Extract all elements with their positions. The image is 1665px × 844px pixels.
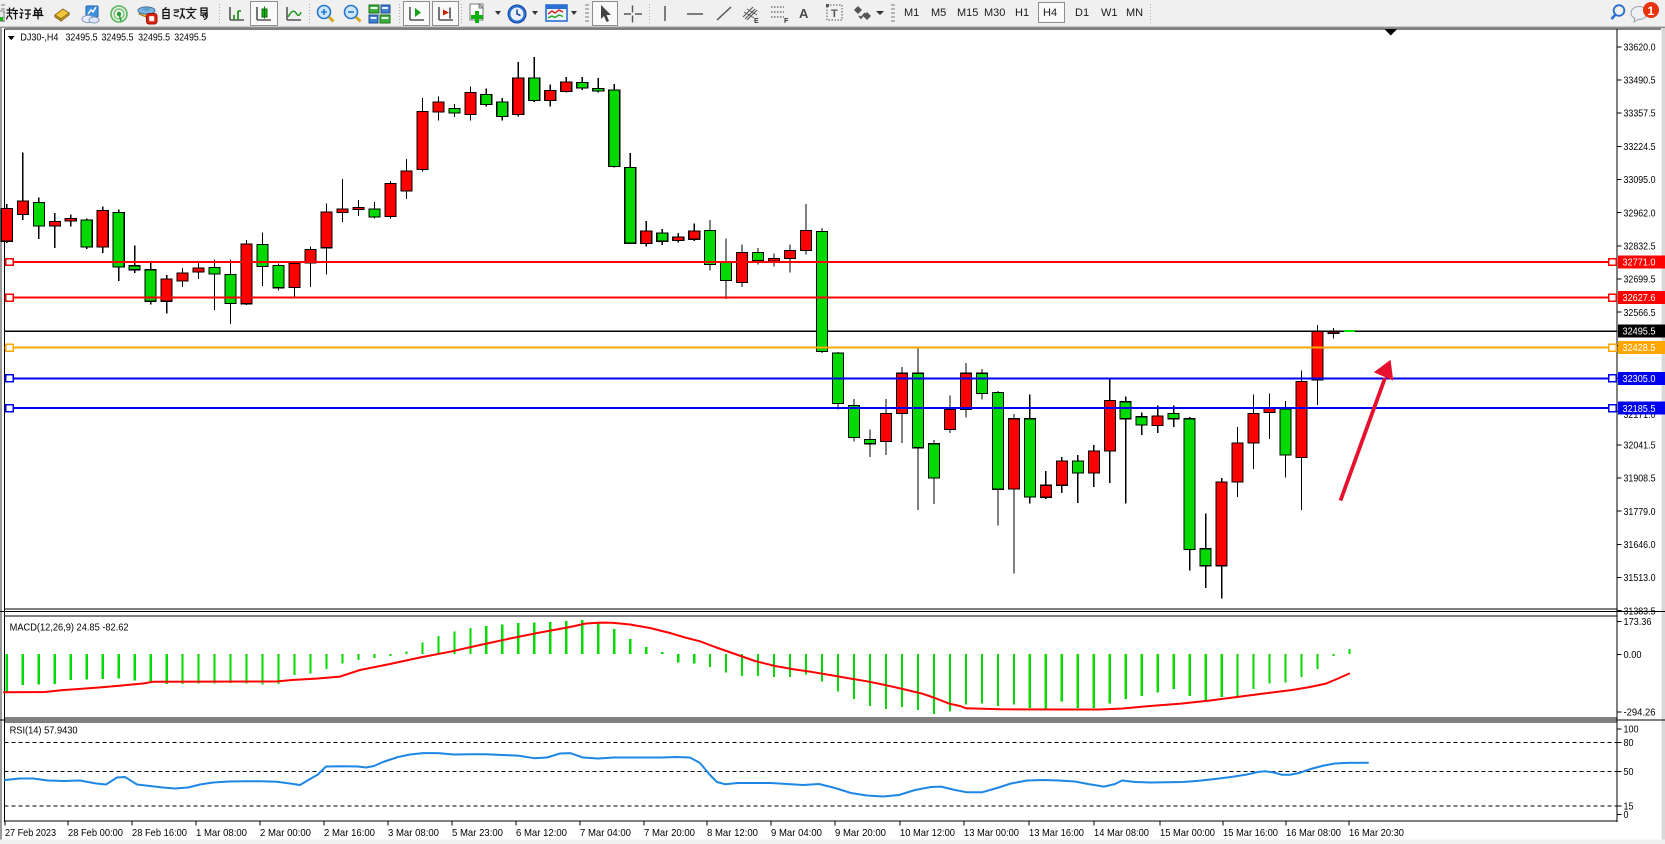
svg-text:33224.5: 33224.5 <box>1624 141 1656 153</box>
svg-text:32305.0: 32305.0 <box>1623 373 1656 385</box>
svg-text:7 Mar 20:00: 7 Mar 20:00 <box>644 827 695 839</box>
svg-text:32428.5: 32428.5 <box>1623 342 1656 354</box>
svg-text:32495.5: 32495.5 <box>102 32 134 44</box>
svg-text:RSI(14) 57.9430: RSI(14) 57.9430 <box>10 725 78 737</box>
svg-text:33490.5: 33490.5 <box>1624 75 1656 87</box>
svg-text:15: 15 <box>1624 801 1634 813</box>
svg-text:15 Mar 00:00: 15 Mar 00:00 <box>1160 827 1215 839</box>
svg-text:31779.0: 31779.0 <box>1624 506 1656 518</box>
svg-text:15 Mar 16:00: 15 Mar 16:00 <box>1223 827 1278 839</box>
svg-text:9 Mar 04:00: 9 Mar 04:00 <box>771 827 822 839</box>
svg-text:13 Mar 16:00: 13 Mar 16:00 <box>1029 827 1084 839</box>
svg-text:14 Mar 08:00: 14 Mar 08:00 <box>1094 827 1149 839</box>
svg-text:173.36: 173.36 <box>1624 616 1652 628</box>
svg-text:9 Mar 20:00: 9 Mar 20:00 <box>835 827 886 839</box>
svg-text:33095.0: 33095.0 <box>1624 174 1656 186</box>
svg-text:27 Feb 2023: 27 Feb 2023 <box>5 827 56 839</box>
svg-text:32495.5: 32495.5 <box>66 32 98 44</box>
svg-text:32185.5: 32185.5 <box>1623 403 1656 415</box>
svg-text:32699.5: 32699.5 <box>1624 274 1656 286</box>
svg-text:E: E <box>754 18 759 25</box>
svg-text:80: 80 <box>1624 737 1634 749</box>
svg-text:6 Mar 12:00: 6 Mar 12:00 <box>516 827 567 839</box>
svg-text:32041.5: 32041.5 <box>1624 439 1656 451</box>
svg-text:32566.5: 32566.5 <box>1624 307 1656 319</box>
svg-text:33357.5: 33357.5 <box>1624 108 1656 120</box>
svg-text:F: F <box>784 18 789 25</box>
svg-text:10 Mar 12:00: 10 Mar 12:00 <box>900 827 955 839</box>
svg-text:16 Mar 08:00: 16 Mar 08:00 <box>1286 827 1341 839</box>
svg-text:2 Mar 00:00: 2 Mar 00:00 <box>260 827 311 839</box>
svg-text:28 Feb 16:00: 28 Feb 16:00 <box>132 827 187 839</box>
svg-text:16 Mar 20:30: 16 Mar 20:30 <box>1349 827 1404 839</box>
svg-text:50: 50 <box>1624 766 1634 778</box>
svg-text:32832.5: 32832.5 <box>1624 240 1656 252</box>
svg-text:3 Mar 08:00: 3 Mar 08:00 <box>388 827 439 839</box>
svg-text:1 Mar 08:00: 1 Mar 08:00 <box>196 827 247 839</box>
svg-text:31908.5: 31908.5 <box>1624 473 1656 485</box>
svg-text:T: T <box>831 8 838 20</box>
svg-text:28 Feb 00:00: 28 Feb 00:00 <box>68 827 123 839</box>
svg-text:100: 100 <box>1624 724 1639 736</box>
svg-text:33620.0: 33620.0 <box>1624 41 1656 53</box>
svg-text:31513.0: 31513.0 <box>1624 572 1656 584</box>
svg-text:32771.0: 32771.0 <box>1623 257 1656 269</box>
svg-text:0.00: 0.00 <box>1624 649 1642 661</box>
svg-text:31646.0: 31646.0 <box>1624 539 1656 551</box>
svg-text:5 Mar 23:00: 5 Mar 23:00 <box>452 827 503 839</box>
svg-text:0: 0 <box>1624 809 1629 821</box>
svg-text:2 Mar 16:00: 2 Mar 16:00 <box>324 827 375 839</box>
svg-text:7 Mar 04:00: 7 Mar 04:00 <box>580 827 631 839</box>
svg-text:32495.5: 32495.5 <box>174 32 206 44</box>
svg-text:32495.5: 32495.5 <box>138 32 170 44</box>
svg-text:13 Mar 00:00: 13 Mar 00:00 <box>964 827 1019 839</box>
svg-text:-294.26: -294.26 <box>1624 707 1656 719</box>
svg-text:32627.6: 32627.6 <box>1623 292 1656 304</box>
svg-text:31383.5: 31383.5 <box>1624 605 1656 617</box>
svg-text:MACD(12,26,9) 24.85 -82.62: MACD(12,26,9) 24.85 -82.62 <box>10 622 129 634</box>
svg-text:32962.0: 32962.0 <box>1624 207 1656 219</box>
svg-text:8 Mar 12:00: 8 Mar 12:00 <box>707 827 758 839</box>
svg-text:DJ30-,H4: DJ30-,H4 <box>20 32 58 44</box>
svg-text:32495.5: 32495.5 <box>1623 325 1656 337</box>
